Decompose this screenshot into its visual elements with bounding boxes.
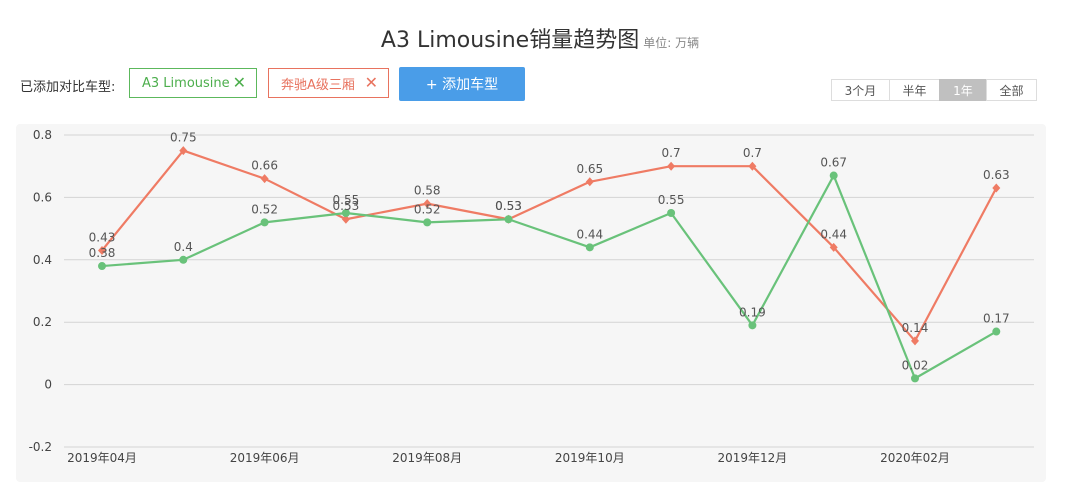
compare-tag-benz-label: 奔驰A级三厢 [281, 77, 355, 93]
data-label: 0.66 [251, 159, 278, 173]
y-tick-label: 0.2 [33, 315, 52, 329]
data-point [911, 336, 919, 346]
data-label: 0.53 [495, 199, 522, 213]
close-icon[interactable]: ✕ [232, 73, 246, 92]
unit-label: 单位: 万辆 [643, 36, 700, 50]
range-half-year[interactable]: 半年 [889, 79, 940, 101]
compare-tag-a3: A3 Limousine ✕ [129, 68, 257, 98]
compare-tag-a3-label: A3 Limousine [142, 75, 230, 91]
y-tick-label: 0 [44, 378, 52, 392]
data-label: 0.7 [662, 146, 681, 160]
data-label: 0.17 [983, 312, 1010, 326]
chart-panel: 0.8 0.6 0.4 0.2 0 -0.2 2019年04月 2019年06月 2019年08… [16, 124, 1046, 482]
data-point [423, 199, 432, 209]
data-point [829, 171, 838, 180]
data-point [423, 218, 432, 227]
data-point [911, 374, 919, 383]
page-title: A3 Limousine销量趋势图 [380, 28, 640, 53]
data-label: 0.55 [333, 193, 360, 207]
compare-label: 已添加对比车型: [20, 80, 116, 95]
y-tick-label: 0.4 [33, 253, 52, 267]
data-label: 0.14 [902, 321, 929, 335]
data-point [260, 174, 269, 184]
data-label: 0.65 [576, 162, 603, 176]
x-tick-label: 2019年12月 [717, 451, 787, 465]
compare-tag-benz: 奔驰A级三厢 ✕ [268, 68, 389, 98]
range-3-months[interactable]: 3个月 [831, 79, 890, 101]
x-tick-label: 2019年10月 [555, 451, 625, 465]
range-all[interactable]: 全部 [986, 79, 1037, 101]
data-label: 0.55 [658, 193, 685, 207]
series-line-a3-limousine [101, 174, 997, 380]
data-point [667, 209, 676, 217]
data-point [504, 215, 513, 224]
data-point [341, 209, 350, 217]
data-point [667, 161, 676, 171]
data-label: 0.19 [739, 305, 766, 319]
y-tick-label: 0.6 [33, 190, 52, 204]
data-label: 0.43 [89, 230, 116, 244]
data-label: 0.67 [820, 156, 847, 170]
data-point [585, 243, 594, 252]
data-label: 0.02 [902, 358, 929, 372]
data-label: 0.53 [333, 199, 360, 213]
data-point [748, 161, 757, 171]
data-point [585, 177, 594, 187]
data-point [98, 262, 106, 271]
data-point [341, 214, 350, 224]
data-point [260, 218, 269, 227]
data-label: 0.38 [89, 246, 116, 260]
data-point [98, 245, 106, 255]
data-label: 0.58 [414, 184, 441, 198]
data-label: 0.75 [170, 131, 197, 145]
data-label: 0.7 [743, 146, 762, 160]
x-tick-label: 2019年06月 [230, 451, 300, 465]
x-tick-label: 2019年04月 [67, 451, 137, 465]
data-label: 0.52 [414, 202, 441, 216]
data-label: 0.44 [820, 227, 847, 241]
range-selector: 3个月 半年 1年 全部 [831, 79, 1037, 101]
y-tick-label: 0.8 [33, 128, 52, 142]
data-point [992, 183, 1001, 193]
data-point [179, 146, 188, 156]
y-tick-label: -0.2 [29, 440, 52, 454]
sales-trend-chart: 0.8 0.6 0.4 0.2 0 -0.2 2019年04月 2019年06月 2019年08… [29, 128, 1034, 465]
data-label: 0.4 [174, 240, 193, 254]
chart-header: A3 Limousine销量趋势图 单位: 万辆 [0, 22, 1080, 54]
data-point [992, 327, 1001, 336]
add-model-button[interactable]: + 添加车型 [399, 67, 525, 101]
series-line-benz-a-class [101, 149, 998, 343]
close-icon[interactable]: ✕ [364, 73, 378, 92]
range-1-year[interactable]: 1年 [939, 79, 987, 101]
data-label: 0.52 [251, 202, 278, 216]
x-tick-label: 2019年08月 [392, 451, 462, 465]
x-tick-label: 2020年02月 [880, 451, 950, 465]
data-label: 0.63 [983, 168, 1010, 182]
data-point [829, 242, 838, 252]
data-point [179, 255, 188, 264]
data-label: 0.44 [576, 227, 603, 241]
data-label: 0.53 [495, 199, 522, 213]
data-point [748, 321, 757, 330]
